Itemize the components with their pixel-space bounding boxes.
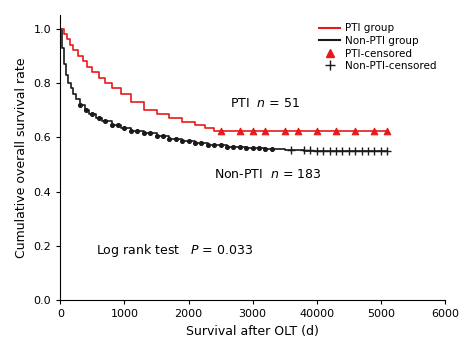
Point (178, 139, 186, 144)
Point (114, 122, 122, 128)
Point (159, 133, 167, 139)
Point (262, 128, 269, 133)
Point (236, 128, 244, 133)
Point (319, 148, 327, 154)
Text: Non-PTI  $n$ = 183: Non-PTI $n$ = 183 (214, 168, 322, 180)
Point (82, 107, 90, 113)
Point (332, 148, 340, 154)
Point (185, 139, 192, 144)
Point (268, 146, 276, 152)
Point (108, 122, 115, 128)
Point (95, 115, 102, 121)
Point (358, 148, 365, 154)
Point (153, 133, 160, 139)
Point (101, 118, 109, 124)
Point (165, 136, 173, 142)
Text: PTI  $n$ = 51: PTI $n$ = 51 (230, 97, 300, 110)
Point (338, 148, 346, 154)
Point (294, 128, 301, 133)
Point (127, 128, 135, 133)
Point (243, 145, 250, 151)
Point (262, 146, 269, 152)
Point (217, 142, 224, 148)
Point (371, 148, 378, 154)
Y-axis label: Cumulative overall survival rate: Cumulative overall survival rate (15, 58, 28, 258)
Point (377, 148, 385, 154)
Point (307, 148, 314, 153)
Point (229, 144, 237, 150)
Point (146, 130, 154, 136)
Point (223, 144, 231, 150)
Legend: PTI group, Non-PTI group, PTI-censored, Non-PTI-censored: PTI group, Non-PTI group, PTI-censored, … (316, 20, 440, 74)
Point (326, 148, 333, 154)
Point (300, 147, 308, 153)
Point (249, 145, 256, 151)
Point (210, 142, 218, 148)
Point (287, 147, 295, 152)
Point (140, 130, 147, 136)
Point (191, 140, 199, 146)
Point (121, 125, 128, 131)
Point (383, 128, 391, 133)
Point (204, 142, 211, 148)
Point (249, 128, 256, 133)
Point (332, 128, 340, 133)
Point (313, 148, 320, 154)
Point (351, 128, 359, 133)
Point (365, 148, 372, 154)
Point (383, 148, 391, 154)
Point (345, 148, 353, 154)
X-axis label: Survival after OLT (d): Survival after OLT (d) (186, 325, 319, 338)
Point (371, 128, 378, 133)
Point (313, 128, 320, 133)
Point (89, 112, 96, 117)
Text: Log rank test   $P$ = 0.033: Log rank test $P$ = 0.033 (96, 242, 253, 259)
Point (217, 128, 224, 133)
Point (351, 148, 359, 154)
Point (198, 140, 205, 146)
Point (134, 128, 141, 133)
Point (255, 145, 263, 151)
Point (236, 144, 244, 150)
Point (281, 128, 289, 133)
Point (172, 136, 180, 142)
Point (76, 102, 83, 108)
